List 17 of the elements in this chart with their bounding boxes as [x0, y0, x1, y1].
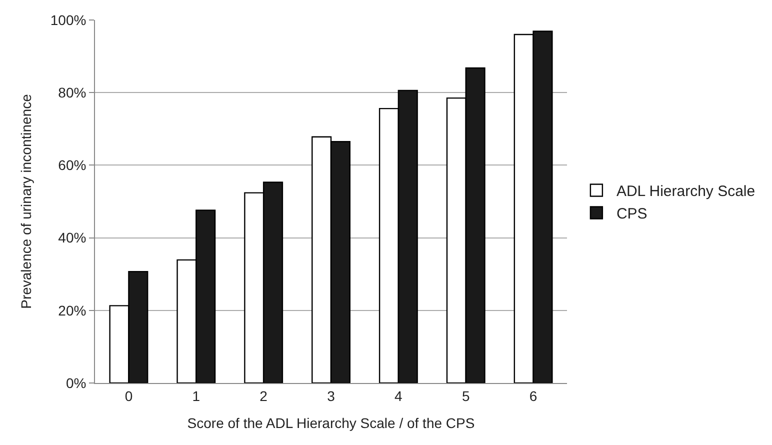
x-tick-label: 0 [124, 388, 133, 404]
y-tick-label: 60% [58, 157, 86, 174]
x-tick-label: 4 [394, 388, 403, 404]
y-tick-label: 0% [66, 374, 86, 391]
x-tick-label: 5 [462, 388, 470, 404]
legend-label: CPS [616, 206, 648, 223]
y-tick-label: 20% [58, 302, 86, 318]
x-tick-label: 2 [260, 388, 268, 404]
legend-label: ADL Hierarchy Scale [616, 183, 756, 200]
x-tick-label: 6 [529, 388, 538, 404]
x-axis-title: Score of the ADL Hierarchy Scale / of the CPS [187, 415, 475, 432]
y-axis-title: Prevalence of urinary incontinence [18, 94, 34, 309]
x-tick-label: 1 [192, 388, 200, 404]
y-tick-label: 80% [58, 84, 86, 100]
x-tick-label: 3 [327, 388, 336, 404]
y-tick-label: 40% [58, 230, 86, 246]
y-tick-label: 100% [50, 12, 86, 28]
